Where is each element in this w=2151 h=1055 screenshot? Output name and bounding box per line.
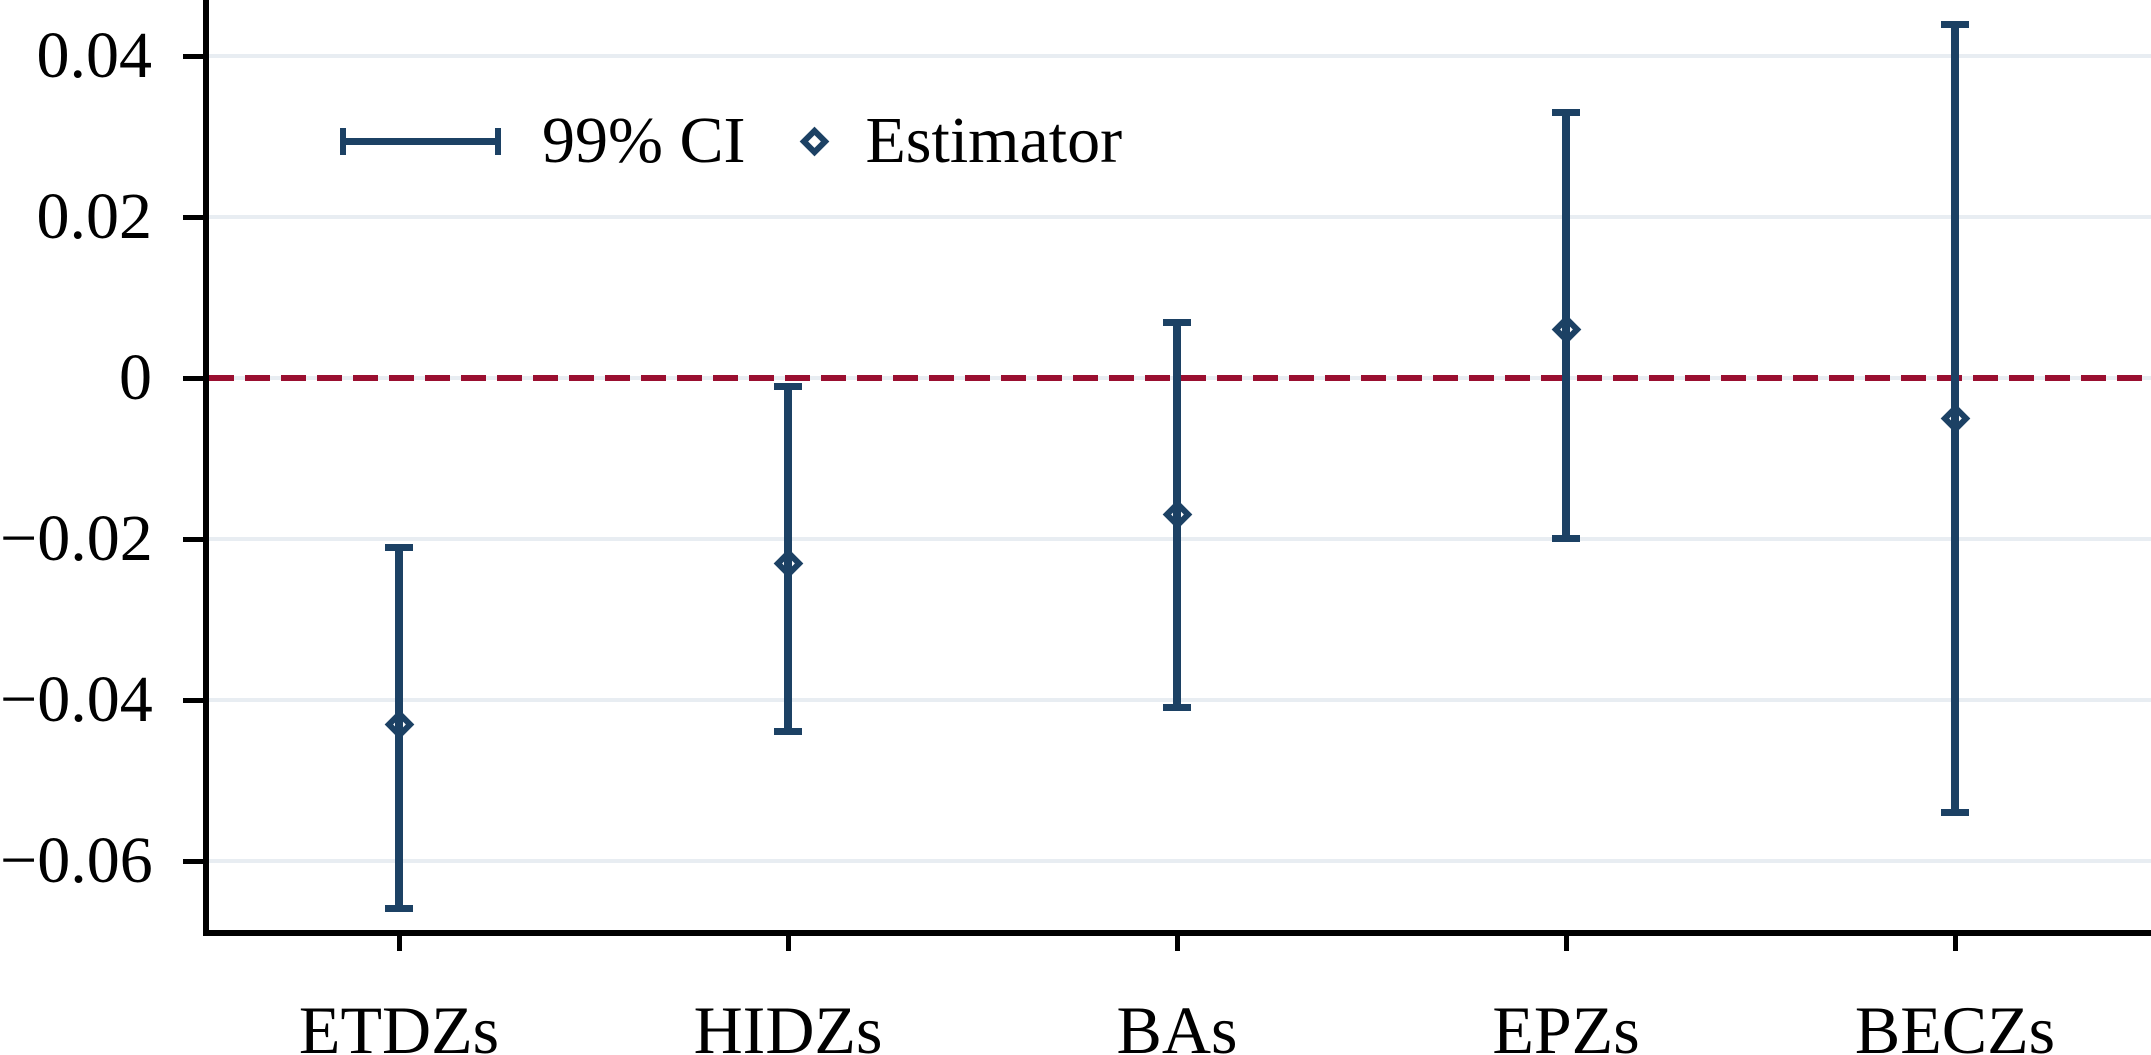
- ci-bar-HIDZs: [784, 386, 792, 733]
- ci-lower-cap-ETDZs: [385, 905, 413, 913]
- category-label-BECZs: BECZs: [1854, 992, 2056, 1055]
- ci-line-sample: [340, 127, 501, 155]
- y-tick-label: 0.02: [36, 180, 153, 253]
- gridline-0.04: [209, 54, 2151, 58]
- estimator-marker-EPZs: [1551, 314, 1581, 345]
- x-tick: [1564, 933, 1569, 951]
- ci-upper-cap-HIDZs: [774, 383, 802, 391]
- estimator-marker-BAs: [1162, 499, 1192, 530]
- x-tick: [1175, 933, 1180, 951]
- ci-lower-cap-EPZs: [1552, 535, 1580, 542]
- ci-bar-BECZs: [1951, 23, 1959, 813]
- x-tick: [786, 933, 791, 951]
- ci-bar-ETDZs: [395, 547, 403, 910]
- ci-upper-cap-BAs: [1163, 318, 1191, 326]
- legend: 99% CI Estimator: [340, 101, 1122, 181]
- category-label-HIDZs: HIDZs: [693, 992, 883, 1055]
- y-tick: [183, 54, 203, 59]
- y-tick-label: −0.06: [0, 824, 153, 897]
- ci-lower-cap-BECZs: [1941, 808, 1969, 816]
- ci-upper-cap-ETDZs: [385, 544, 413, 552]
- ci-bar-EPZs: [1562, 112, 1570, 539]
- y-tick: [183, 537, 203, 542]
- y-tick: [183, 859, 203, 864]
- ci-bar-BAs: [1173, 321, 1181, 709]
- ci-lower-cap-BAs: [1163, 704, 1191, 712]
- estimator-marker-ETDZs: [384, 709, 414, 739]
- category-label-ETDZs: ETDZs: [298, 992, 500, 1055]
- estimator-diamond-icon: [800, 126, 830, 156]
- gridline-−0.06: [209, 859, 2151, 863]
- category-label-BAs: BAs: [1116, 992, 1238, 1055]
- category-label-EPZs: EPZs: [1492, 992, 1640, 1055]
- y-tick-label: 0: [119, 341, 152, 414]
- estimator-marker-BECZs: [1940, 403, 1970, 434]
- y-tick-label: 0.04: [36, 19, 153, 92]
- x-tick: [397, 933, 402, 951]
- x-tick: [1953, 933, 1958, 951]
- ci-upper-cap-BECZs: [1941, 20, 1969, 28]
- y-tick-label: −0.04: [0, 663, 153, 736]
- y-axis-line: [203, 0, 209, 936]
- y-tick-label: −0.02: [0, 502, 153, 575]
- estimator-marker-HIDZs: [773, 548, 803, 578]
- ci-line-right-cap: [495, 127, 501, 155]
- y-tick: [183, 215, 203, 220]
- y-tick: [183, 698, 203, 703]
- gridline-0.02: [209, 215, 2151, 219]
- legend-ci-label: 99% CI: [542, 104, 746, 177]
- ci-line-left-cap: [340, 127, 346, 155]
- y-tick: [183, 376, 203, 381]
- legend-estimator-label: Estimator: [865, 104, 1123, 177]
- ci-lower-cap-HIDZs: [774, 728, 802, 736]
- ci-upper-cap-EPZs: [1552, 109, 1580, 117]
